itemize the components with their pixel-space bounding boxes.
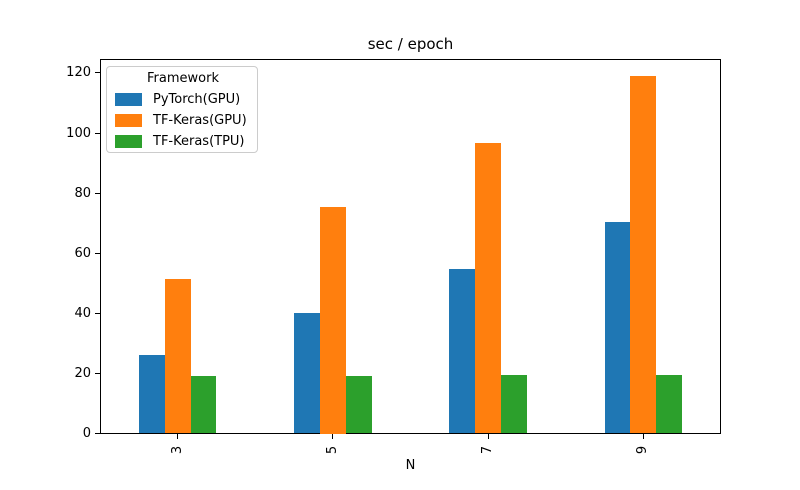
legend-color-patch: [115, 93, 142, 106]
legend-label: TF-Keras(TPU): [153, 134, 245, 149]
x-axis-label: N: [405, 458, 416, 473]
x-tick-mark: [487, 434, 489, 439]
bar-tf-keras-tpu--n5: [345, 375, 372, 434]
y-tick-mark: [95, 372, 100, 374]
y-tick-mark: [95, 192, 100, 194]
legend-label: PyTorch(GPU): [153, 92, 241, 107]
bar-tf-keras-tpu--n9: [656, 375, 683, 434]
y-tick-label: 120: [66, 65, 91, 81]
bar-tf-keras-tpu--n7: [501, 375, 527, 434]
bar-tf-keras-gpu--n9: [630, 76, 657, 434]
bar-pytorch-gpu--n3: [138, 354, 165, 434]
y-tick-label: 60: [74, 245, 91, 261]
y-tick-label: 80: [74, 185, 91, 201]
legend-color-patch: [115, 135, 142, 148]
bar-tf-keras-gpu--n7: [475, 142, 502, 434]
y-tick-label: 20: [74, 365, 91, 381]
y-tick-label: 100: [66, 125, 91, 141]
legend-title: Framework: [147, 71, 219, 86]
legend-row: PyTorch(GPU): [115, 89, 251, 110]
legend-row: TF-Keras(GPU): [115, 110, 251, 131]
bar-tf-keras-gpu--n5: [319, 206, 346, 434]
bar-pytorch-gpu--n7: [449, 268, 476, 434]
legend-items: PyTorch(GPU) TF-Keras(GPU) TF-Keras(TPU): [115, 89, 251, 152]
x-tick-mark: [177, 434, 179, 439]
legend-label: TF-Keras(GPU): [153, 113, 247, 128]
y-tick-mark: [95, 72, 100, 74]
chart-title: sec / epoch: [367, 35, 454, 53]
x-tick-mark: [642, 434, 644, 439]
y-tick-label: 0: [82, 426, 91, 441]
legend-color-patch: [115, 114, 142, 127]
y-tick-label: 40: [74, 305, 91, 321]
y-tick-mark: [95, 312, 100, 314]
bar-tf-keras-tpu--n3: [190, 375, 217, 434]
y-tick-mark: [95, 252, 100, 254]
x-tick-mark: [332, 434, 334, 439]
bar-pytorch-gpu--n9: [604, 221, 631, 434]
legend-row: TF-Keras(TPU): [115, 131, 251, 152]
y-tick-mark: [95, 132, 100, 134]
bar-tf-keras-gpu--n3: [164, 278, 191, 434]
bar-pytorch-gpu--n5: [294, 313, 320, 434]
legend: Framework PyTorch(GPU) TF-Keras(GPU) TF-Ke…: [106, 66, 258, 153]
y-tick-mark: [95, 433, 100, 434]
